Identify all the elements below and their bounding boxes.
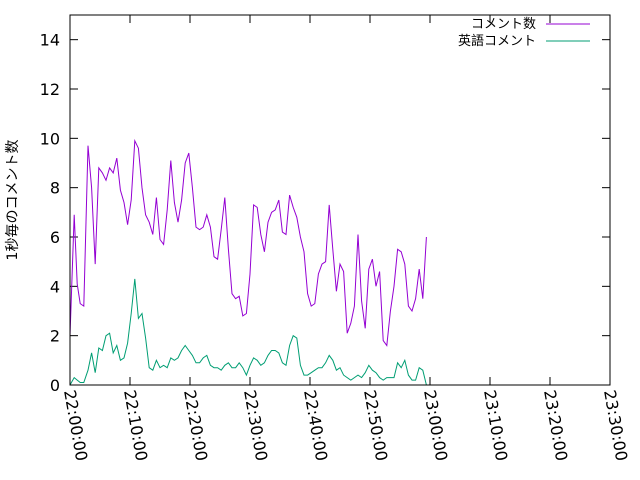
x-tick-label: 23:30:00 (600, 388, 631, 462)
tick-marks (69, 15, 611, 386)
x-tick-label: 22:00:00 (60, 388, 91, 462)
x-tick-label: 23:10:00 (480, 388, 511, 462)
x-tick-label: 22:30:00 (240, 388, 271, 462)
series-lines (69, 138, 427, 386)
x-tick-label: 23:00:00 (420, 388, 451, 462)
x-tick-label: 23:20:00 (540, 388, 571, 462)
series-line-1 (69, 138, 427, 347)
y-tick-label: 8 (50, 179, 60, 198)
y-tick-label: 4 (50, 277, 60, 296)
y-tick-label: 14 (40, 31, 60, 50)
y-tick-labels: 0 2 4 6 8 10 12 14 (40, 31, 60, 395)
y-axis-label: 1秒毎のコメント数 (5, 140, 21, 261)
y-tick-label: 10 (40, 129, 60, 148)
y-tick-label: 2 (50, 327, 60, 346)
legend-label: 英語コメント (458, 33, 536, 49)
x-tick-label: 22:50:00 (360, 388, 391, 462)
y-tick-label: 6 (50, 228, 60, 247)
legend-label: コメント数 (471, 17, 536, 32)
x-tick-labels: 22:00:00 22:10:00 22:20:00 22:30:00 22:40:00… (60, 388, 631, 462)
series-line-2 (69, 278, 427, 386)
x-tick-label: 22:40:00 (300, 388, 331, 462)
plot-frame (69, 14, 611, 386)
y-tick-label: 0 (50, 376, 60, 395)
x-tick-label: 22:10:00 (120, 388, 151, 462)
x-tick-label: 22:20:00 (180, 388, 211, 462)
y-tick-label: 12 (40, 80, 60, 99)
